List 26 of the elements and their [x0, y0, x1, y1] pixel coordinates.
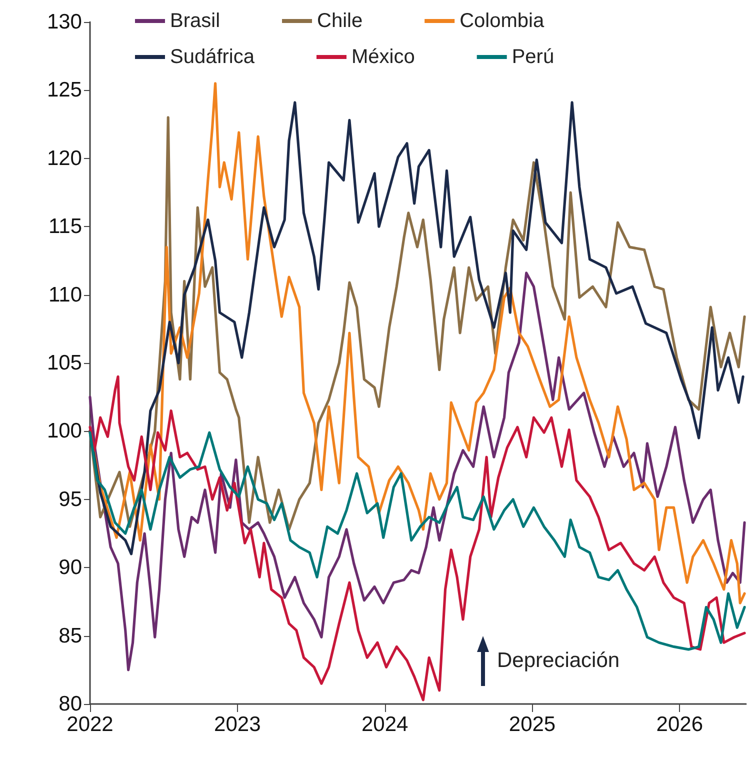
legend-label: Colombia	[460, 10, 545, 32]
y-tick-label: 100	[46, 420, 82, 443]
y-tick-label: 95	[58, 488, 82, 511]
legend-label: Sudáfrica	[170, 46, 256, 68]
x-tick-label: 2023	[214, 713, 261, 736]
y-tick-label: 110	[48, 283, 82, 306]
legend-label: México	[351, 46, 415, 68]
line-series	[88, 431, 746, 651]
x-tick-label: 2024	[361, 713, 409, 736]
annotation: Depreciación	[497, 649, 620, 673]
x-tick-label: 2026	[656, 713, 704, 736]
y-tick-label: 125	[46, 78, 82, 102]
x-tick-label: 2022	[66, 713, 114, 736]
line-series	[88, 272, 746, 672]
y-tick-label: 120	[46, 146, 82, 170]
legend-label: Chile	[317, 10, 363, 32]
x-tick-label: 2025	[508, 713, 556, 736]
legend-label: Perú	[512, 46, 554, 68]
y-tick-label: 105	[46, 352, 82, 374]
line-series	[88, 375, 746, 702]
y-tick-label: 85	[58, 624, 82, 648]
y-tick-label: 115	[48, 215, 82, 238]
y-tick-label: 90	[58, 556, 82, 580]
y-tick-label: 80	[58, 692, 82, 716]
y-tick-label: 130	[46, 10, 82, 34]
legend-label: Brasil	[170, 10, 220, 32]
